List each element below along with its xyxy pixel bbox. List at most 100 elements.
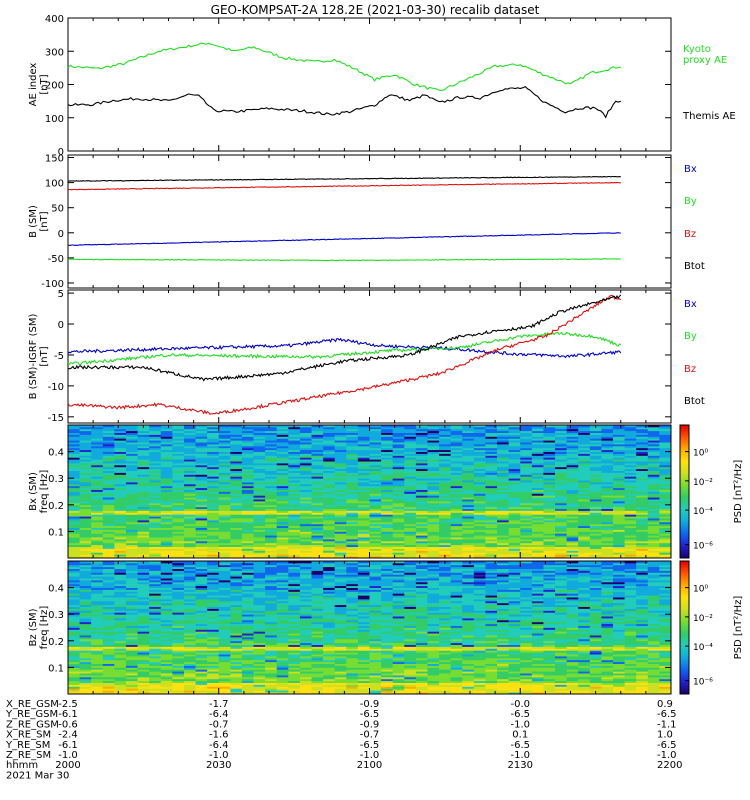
spectrogram-cell <box>346 463 359 466</box>
spectrogram-cell <box>659 556 672 559</box>
spectrogram-cell <box>555 440 568 443</box>
spectrogram-cell <box>172 692 185 695</box>
spectrogram-cell <box>230 483 243 487</box>
y-tick-label: 300 <box>45 47 64 58</box>
spectrogram-cell <box>555 485 568 489</box>
spectrogram-cell <box>195 690 208 693</box>
spectrogram-cell <box>346 438 359 441</box>
spectrogram-cell <box>346 523 359 527</box>
spectrogram-cell <box>497 461 510 464</box>
spectrogram-cell <box>531 489 544 492</box>
spectrogram-cell <box>68 527 80 530</box>
spectrogram-cell <box>68 542 80 546</box>
spectrogram-cell <box>473 466 486 470</box>
spectrogram-cell <box>392 444 405 447</box>
spectrogram-cell <box>276 425 289 428</box>
spectrogram-cell <box>299 527 312 530</box>
spectrogram-cell <box>392 510 405 513</box>
spectrogram-cell <box>195 625 208 628</box>
spectrogram-cell <box>149 562 162 566</box>
spectrogram-cell <box>288 463 301 466</box>
spectrogram-cell <box>160 589 173 592</box>
spectrogram-cell <box>68 676 80 680</box>
spectrogram-cell <box>125 544 138 547</box>
spectrogram-cell <box>357 502 370 506</box>
spectrogram-cell <box>450 455 463 458</box>
spectrogram-cell <box>462 510 475 513</box>
spectrogram-cell <box>566 470 579 473</box>
spectrogram-cell <box>183 604 196 607</box>
spectrogram-cell <box>473 537 486 540</box>
spectrogram-cell <box>508 478 521 481</box>
spectrogram-cell <box>207 514 220 517</box>
spectrogram-cell <box>485 544 498 547</box>
spectrogram-cell <box>276 523 289 527</box>
spectrogram-cell <box>520 466 533 470</box>
spectrogram-cell <box>79 648 92 651</box>
spectrogram-cell <box>218 468 231 471</box>
spectrogram-cell <box>218 656 231 659</box>
spectrogram-cell <box>543 499 556 502</box>
spectrogram-cell <box>323 527 336 530</box>
spectrogram-cell <box>566 512 579 515</box>
spectrogram-cell <box>183 646 196 649</box>
spectrogram-cell <box>578 457 591 460</box>
spectrogram-cell <box>508 554 521 557</box>
spectrogram-cell <box>334 506 347 509</box>
spectrogram-cell <box>485 436 498 439</box>
spectrogram-cell <box>311 518 324 521</box>
spectrogram-cell <box>531 426 544 430</box>
spectrogram-cell <box>183 449 196 452</box>
spectrogram-cell <box>485 442 498 445</box>
spectrogram-cell <box>369 449 382 452</box>
spectrogram-cell <box>636 432 649 435</box>
spectrogram-cell <box>439 483 452 487</box>
spectrogram-cell <box>485 550 498 553</box>
spectrogram-cell <box>520 544 533 547</box>
spectrogram-cell <box>624 518 637 521</box>
spectrogram-cell <box>68 629 80 632</box>
spectrogram-cell <box>439 451 452 454</box>
spectrogram-cell <box>149 440 162 443</box>
spectrogram-cell <box>415 470 428 473</box>
spectrogram-cell <box>346 468 359 471</box>
spectrogram-cell <box>114 493 127 496</box>
spectrogram-cell <box>207 537 220 540</box>
spectrogram-cell <box>114 466 127 470</box>
spectrogram-cell <box>125 464 138 468</box>
spectrogram-cell <box>508 449 521 452</box>
spectrogram-cell <box>346 521 359 525</box>
y-tick-label: 0.2 <box>48 501 64 512</box>
spectrogram-cell <box>531 544 544 547</box>
spectrogram-cell <box>450 520 463 523</box>
spectrogram-cell <box>125 495 138 498</box>
spectrogram-cell <box>346 432 359 435</box>
spectrogram-cell <box>91 675 104 678</box>
spectrogram-cell <box>172 566 185 569</box>
spectrogram-cell <box>91 504 104 508</box>
spectrogram-cell <box>276 464 289 468</box>
spectrogram-cell <box>114 580 127 583</box>
spectrogram-cell <box>160 482 173 485</box>
spectrogram-cell <box>183 644 196 647</box>
spectrogram-cell <box>114 675 127 678</box>
spectrogram-cell <box>149 514 162 517</box>
spectrogram-cell <box>137 621 150 625</box>
spectrogram-cell <box>149 619 162 623</box>
spectrogram-cell <box>183 552 196 555</box>
spectrogram-cell <box>183 491 196 494</box>
spectrogram-cell <box>160 562 173 566</box>
spectrogram-cell <box>218 495 231 498</box>
spectrogram-cell <box>462 554 475 557</box>
spectrogram-cell <box>369 523 382 527</box>
spectrogram-cell <box>102 635 115 638</box>
spectrogram-cell <box>183 680 196 683</box>
spectrogram-cell <box>102 480 115 483</box>
spectrogram-cell <box>218 572 231 575</box>
spectrogram-cell <box>102 610 115 613</box>
spectrogram-cell <box>160 659 173 663</box>
spectrogram-cell <box>555 539 568 542</box>
spectrogram-cell <box>334 468 347 471</box>
spectrogram-cell <box>276 502 289 506</box>
spectrogram-cell <box>543 520 556 523</box>
